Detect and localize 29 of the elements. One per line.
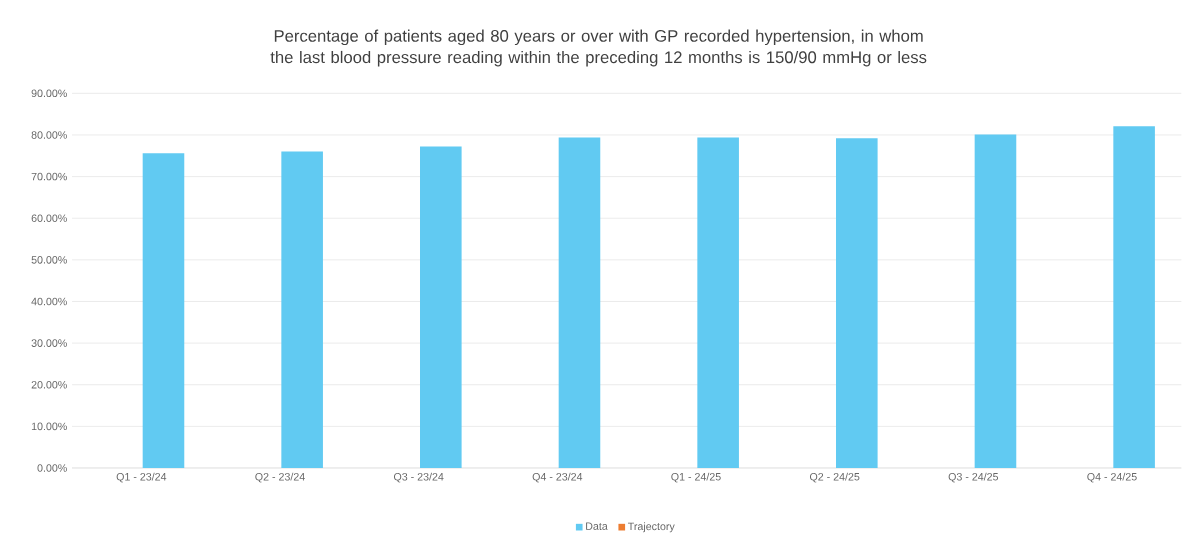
x-tick-label: Q3 - 23/24 — [393, 472, 444, 483]
bar — [697, 137, 739, 468]
bar — [974, 134, 1017, 468]
y-tick-label: 10.00% — [31, 422, 67, 431]
y-tick-label: 0.00% — [37, 464, 67, 472]
x-tick-label: Q1 - 23/24 — [116, 472, 167, 483]
bar — [420, 146, 462, 468]
legend-label: Data — [586, 522, 608, 530]
y-tick-label: 30.00% — [31, 339, 67, 347]
legend-label: Trajectory — [627, 522, 675, 533]
y-tick-label: 40.00% — [31, 297, 67, 306]
y-tick-label: 90.00% — [31, 89, 67, 98]
x-tick-label: Q3 - 24/25 — [948, 472, 999, 483]
x-tick-label: Q4 - 23/24 — [532, 472, 583, 483]
bar — [836, 138, 878, 468]
y-tick-label: 20.00% — [31, 380, 67, 389]
y-tick-label: 60.00% — [31, 214, 67, 222]
bar — [142, 153, 185, 468]
x-tick-label: Q2 - 24/25 — [809, 472, 860, 483]
bar — [1113, 126, 1155, 468]
y-tick-label: 70.00% — [31, 172, 67, 181]
x-tick-label: Q1 - 24/25 — [671, 472, 721, 483]
bar — [558, 137, 601, 468]
chart-title: Percentage of patients aged 80 years or over with GP recorded hypertension, in whom the last blood pressure reading within the preceding 12 months is 150/90 mmHg or less — [270, 29, 927, 67]
y-tick-label: 50.00% — [31, 256, 67, 264]
y-tick-label: 80.00% — [31, 131, 67, 139]
x-tick-label: Q4 - 24/25 — [1087, 472, 1137, 483]
x-tick-label: Q2 - 23/24 — [255, 472, 305, 483]
bar — [281, 151, 323, 468]
